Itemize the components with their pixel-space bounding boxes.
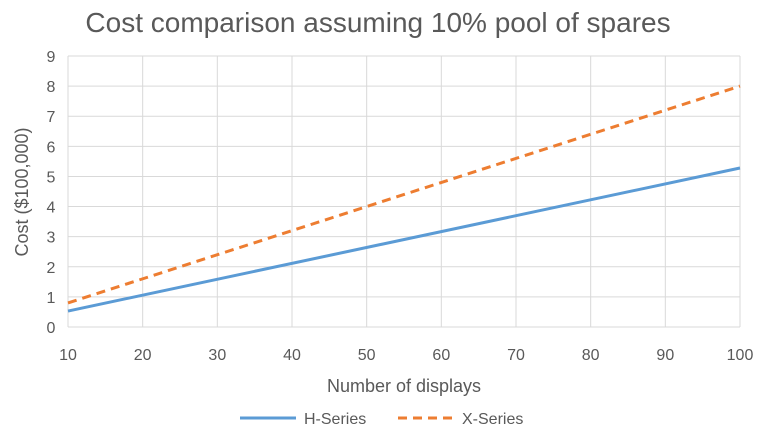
x-tick-label: 50 xyxy=(358,347,376,364)
y-tick-label: 6 xyxy=(47,139,56,156)
y-tick-label: 4 xyxy=(47,200,56,217)
x-tick-label: 90 xyxy=(656,347,674,364)
series-line-x-series xyxy=(67,84,741,305)
legend-entry: H-Series xyxy=(304,411,366,428)
y-tick-label: 7 xyxy=(47,109,56,126)
series-line-h-series xyxy=(67,166,741,313)
x-tick-label: 20 xyxy=(134,347,152,364)
x-tick-label: 10 xyxy=(59,347,77,364)
grid xyxy=(67,55,741,328)
legend: H-Series X-Series xyxy=(240,411,523,428)
x-tick-label: 40 xyxy=(283,347,301,364)
y-tick-label: 8 xyxy=(47,79,56,96)
x-axis-label: Number of displays xyxy=(327,376,481,396)
x-tick-label: 80 xyxy=(582,347,600,364)
x-tick-label: 70 xyxy=(507,347,525,364)
x-tick-label: 60 xyxy=(432,347,450,364)
y-tick-label: 2 xyxy=(47,260,56,277)
y-tick-label: 9 xyxy=(47,49,56,66)
series-lines xyxy=(67,84,741,313)
x-tick-label: 100 xyxy=(727,347,754,364)
y-axis-ticks: 0 1 2 3 4 5 6 7 8 9 xyxy=(47,49,56,337)
y-tick-label: 1 xyxy=(47,290,56,307)
x-tick-label: 30 xyxy=(208,347,226,364)
y-tick-label: 0 xyxy=(47,320,56,337)
chart-title: Cost comparison assuming 10% pool of spa… xyxy=(85,7,670,38)
legend-entry: X-Series xyxy=(462,411,523,428)
y-tick-label: 3 xyxy=(47,230,56,247)
y-tick-label: 5 xyxy=(47,169,56,186)
x-axis-ticks: 10 20 30 40 50 60 70 80 90 100 xyxy=(59,347,753,364)
y-axis-label: Cost ($100,000) xyxy=(12,127,32,256)
